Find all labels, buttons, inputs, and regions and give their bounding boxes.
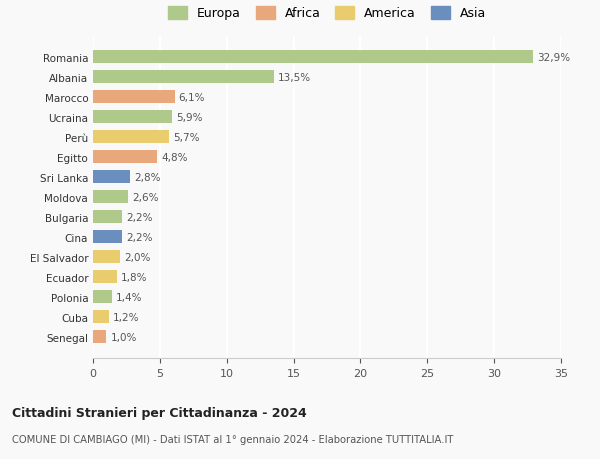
- Text: Cittadini Stranieri per Cittadinanza - 2024: Cittadini Stranieri per Cittadinanza - 2…: [12, 406, 307, 419]
- Text: 2,0%: 2,0%: [124, 252, 150, 262]
- Legend: Europa, Africa, America, Asia: Europa, Africa, America, Asia: [164, 3, 490, 24]
- Text: 2,2%: 2,2%: [127, 232, 153, 242]
- Bar: [93, 51, 533, 64]
- Bar: [93, 171, 130, 184]
- Bar: [93, 151, 157, 164]
- Bar: [93, 311, 109, 324]
- Text: 13,5%: 13,5%: [278, 73, 311, 83]
- Text: 5,7%: 5,7%: [173, 133, 200, 143]
- Bar: [93, 330, 106, 343]
- Bar: [93, 291, 112, 303]
- Bar: [93, 91, 175, 104]
- Text: 2,6%: 2,6%: [132, 192, 158, 202]
- Text: 4,8%: 4,8%: [161, 152, 188, 162]
- Text: 1,0%: 1,0%: [110, 332, 137, 342]
- Text: 32,9%: 32,9%: [537, 53, 570, 63]
- Text: 6,1%: 6,1%: [179, 93, 205, 103]
- Bar: [93, 111, 172, 124]
- Text: 5,9%: 5,9%: [176, 112, 202, 123]
- Text: 1,2%: 1,2%: [113, 312, 140, 322]
- Bar: [93, 231, 122, 244]
- Bar: [93, 131, 169, 144]
- Text: 2,2%: 2,2%: [127, 213, 153, 222]
- Bar: [93, 211, 122, 224]
- Text: COMUNE DI CAMBIAGO (MI) - Dati ISTAT al 1° gennaio 2024 - Elaborazione TUTTITALI: COMUNE DI CAMBIAGO (MI) - Dati ISTAT al …: [12, 434, 454, 444]
- Bar: [93, 71, 274, 84]
- Text: 2,8%: 2,8%: [134, 173, 161, 182]
- Text: 1,8%: 1,8%: [121, 272, 148, 282]
- Bar: [93, 271, 117, 284]
- Bar: [93, 251, 120, 263]
- Text: 1,4%: 1,4%: [116, 292, 142, 302]
- Bar: [93, 191, 128, 204]
